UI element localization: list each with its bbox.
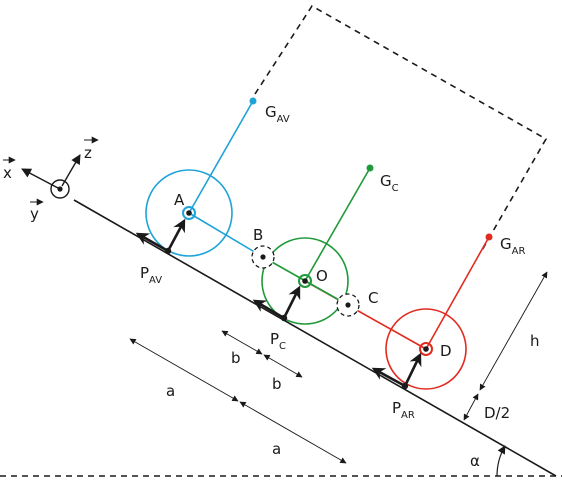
rear-hub	[419, 342, 433, 356]
middle-hub	[298, 274, 312, 288]
label-a: A	[174, 191, 185, 209]
rear-mass-arm	[425, 236, 490, 350]
y-axis-label: y	[30, 205, 39, 223]
body-outline-dashed	[254, 4, 548, 253]
middle-wheel	[261, 237, 349, 325]
front-wheel-group	[145, 97, 257, 257]
label-d: D	[440, 342, 452, 360]
force-arrows	[135, 218, 422, 388]
z-axis-label: z	[84, 144, 92, 162]
label-g-av: GAV	[265, 103, 290, 125]
x-axis-label: x	[3, 164, 12, 182]
label-p-c: PC	[270, 330, 286, 352]
label-dim-h: h	[530, 332, 540, 350]
y-axis-out-of-plane-icon	[50, 179, 70, 199]
label-g-ar: GAR	[500, 235, 525, 257]
label-dim-b-1: b	[231, 349, 241, 367]
middle-wheel-group	[261, 164, 374, 325]
middle-mass-arm	[304, 167, 371, 282]
alpha-angle-arc	[496, 445, 506, 477]
rear-wheel	[385, 308, 467, 390]
coordinate-axes: x z y	[3, 136, 99, 223]
front-wheel	[145, 169, 233, 257]
g-c-point	[366, 164, 374, 172]
label-b: B	[253, 226, 263, 244]
label-o: O	[316, 267, 328, 285]
front-hub	[182, 206, 196, 220]
slope-line	[73, 199, 557, 477]
g-av-point	[249, 97, 257, 105]
dimension-lines	[129, 271, 548, 464]
g-ar-point	[485, 233, 493, 241]
label-dim-d-half: D/2	[484, 404, 510, 422]
x-axis-arrow	[21, 168, 59, 189]
label-p-av: PAV	[140, 264, 162, 286]
label-c: C	[368, 289, 378, 307]
alpha-label: α	[470, 452, 480, 470]
label-dim-a-1: a	[166, 382, 175, 400]
label-dim-b-2: b	[272, 375, 282, 393]
label-dim-a-2: a	[272, 440, 281, 458]
label-p-ar: PAR	[392, 399, 415, 421]
z-axis-arrow	[61, 154, 81, 187]
rear-wheel-group	[385, 233, 493, 390]
label-g-c: GC	[380, 172, 399, 194]
front-mass-arm	[188, 100, 254, 214]
